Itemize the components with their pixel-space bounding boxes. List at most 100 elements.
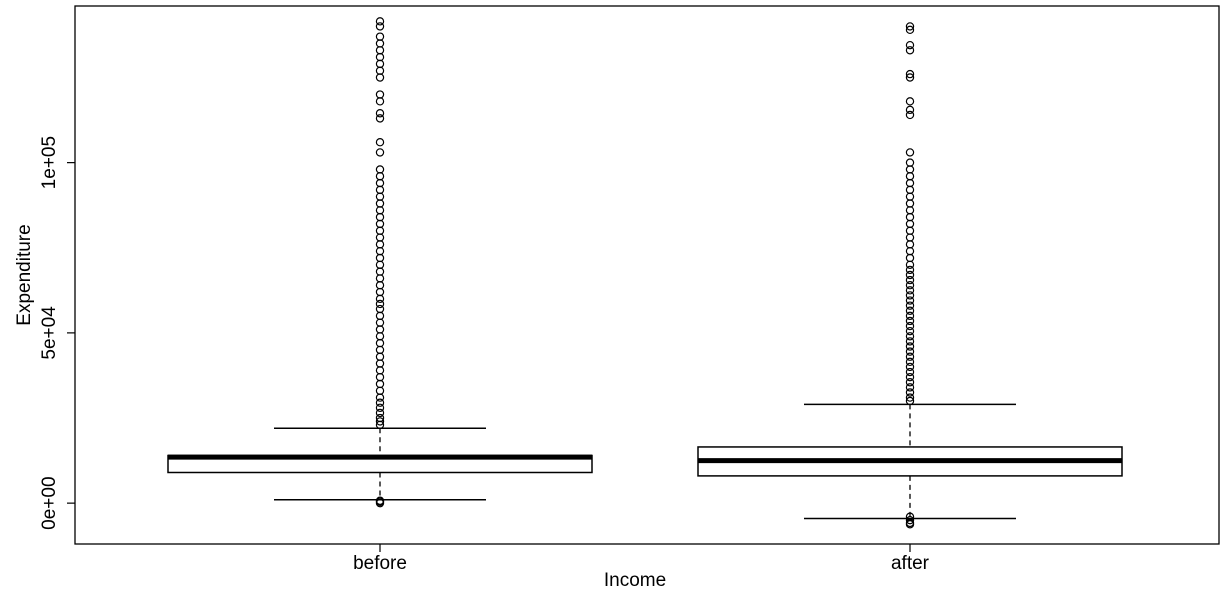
outlier-point [905, 301, 915, 310]
outlier-point [375, 59, 385, 69]
outlier-point [905, 199, 915, 208]
outlier-point [375, 219, 385, 229]
outlier-point [375, 206, 385, 215]
outlier-point [905, 73, 915, 82]
outlier-point [905, 326, 915, 336]
y-tick-label: 0e+00 [39, 476, 60, 529]
y-tick-label: 1e+05 [39, 136, 60, 189]
x-tick-label: after [891, 553, 930, 574]
outlier-point [375, 366, 385, 375]
outlier-point [905, 233, 915, 242]
outlier-point [375, 274, 385, 283]
outlier-point [375, 39, 385, 48]
outlier-point [375, 294, 385, 304]
outlier-point [375, 311, 385, 321]
outlier-point [905, 286, 915, 295]
outlier-point [905, 352, 915, 361]
outlier-point [375, 408, 385, 418]
outlier-point [905, 212, 915, 222]
outlier-point [905, 158, 915, 167]
outlier-point [375, 165, 385, 174]
outlier-point [375, 304, 385, 314]
outlier-point [905, 378, 915, 387]
outlier-point [375, 332, 385, 341]
x-axis-label: Income [604, 570, 666, 591]
outlier-point [905, 342, 915, 351]
outlier-point [375, 318, 385, 327]
y-axis: 0e+00 5e+04 1e+05 [39, 136, 75, 530]
outlier-point [375, 73, 385, 82]
outlier-point [905, 337, 915, 346]
outlier-point [905, 372, 915, 382]
outlier-point [905, 362, 915, 372]
outlier-point [375, 496, 385, 505]
outlier-point [375, 109, 385, 118]
outlier-point [905, 105, 915, 115]
outlier-point [905, 148, 915, 157]
outlier-point [375, 212, 385, 222]
boxes [167, 17, 1123, 529]
outlier-point [375, 46, 385, 55]
outlier-point [375, 192, 385, 201]
outlier-point [375, 260, 385, 269]
outlier-point [905, 192, 915, 201]
outlier-point [905, 172, 915, 181]
outlier-point [905, 246, 915, 256]
outlier-point [905, 206, 915, 215]
box-after [697, 22, 1123, 529]
outlier-point [375, 178, 385, 188]
outlier-point [375, 413, 385, 423]
outlier-point [905, 388, 915, 397]
outlier-point [375, 233, 385, 242]
outlier-point [905, 520, 915, 529]
outlier-point [375, 199, 385, 208]
box-before [167, 17, 593, 508]
outlier-point [905, 185, 915, 195]
outlier-point [375, 299, 385, 309]
outlier-point [375, 338, 385, 348]
outlier-point [905, 219, 915, 229]
outlier-point [905, 260, 915, 269]
outlier-point [905, 347, 915, 356]
outlier-point [905, 165, 915, 174]
outlier-point [375, 287, 385, 297]
y-tick-label: 5e+04 [39, 306, 60, 360]
outlier-point [905, 40, 915, 50]
outlier-point [375, 240, 385, 249]
outlier-point [905, 383, 915, 392]
outlier-point [375, 97, 385, 106]
plot-frame [74, 5, 1220, 545]
outlier-point [375, 417, 385, 426]
outlier-point [905, 270, 915, 280]
outlier-point [905, 332, 915, 341]
outlier-point [375, 267, 385, 276]
outlier-point [375, 281, 385, 290]
outlier-point [905, 265, 915, 275]
outlier-point [375, 345, 385, 355]
outlier-point [905, 316, 915, 326]
outlier-point [905, 321, 915, 331]
outlier-point [905, 396, 915, 406]
outlier-point [905, 311, 915, 321]
x-axis: before after [353, 544, 930, 574]
x-tick-label: before [353, 553, 407, 574]
outlier-point [905, 240, 915, 249]
outlier-point [905, 110, 915, 120]
outlier-point [905, 46, 915, 55]
outlier-point [375, 253, 385, 263]
outlier-point [905, 22, 915, 31]
outlier-point [375, 379, 385, 389]
outlier-point [375, 148, 385, 157]
outlier-point [905, 178, 915, 188]
outlier-point [905, 275, 915, 285]
outlier-point [905, 69, 915, 79]
outlier-point [905, 97, 915, 106]
outlier-point [905, 291, 915, 300]
outlier-point [375, 66, 385, 75]
outlier-point [905, 306, 915, 315]
outlier-point [375, 52, 385, 62]
outlier-point [375, 138, 385, 147]
outlier-point [375, 32, 385, 41]
outlier-point [375, 22, 385, 31]
